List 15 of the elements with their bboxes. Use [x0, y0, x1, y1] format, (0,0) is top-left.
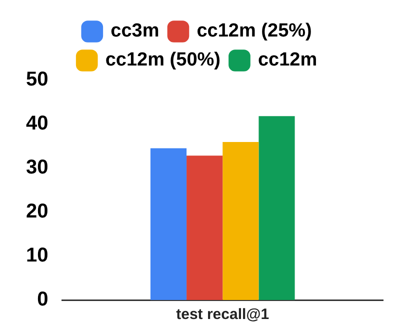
legend-label: cc12m (25%) — [196, 20, 312, 42]
y-tick-label: 30 — [26, 156, 48, 179]
legend-label: cc12m — [258, 50, 318, 71]
y-tick-label: 40 — [26, 112, 48, 135]
bar — [258, 116, 295, 300]
legend-label: cc12m (50%) — [105, 50, 220, 71]
x-axis-title: test recall@1 — [176, 306, 270, 324]
bar — [150, 148, 187, 300]
y-tick-label: 20 — [26, 200, 48, 223]
legend-label: cc3m — [110, 20, 160, 42]
bar — [222, 142, 259, 300]
y-tick-label: 10 — [26, 244, 48, 267]
bar — [186, 156, 223, 300]
y-tick-label: 50 — [26, 68, 48, 91]
y-tick-label: 0 — [37, 288, 48, 311]
